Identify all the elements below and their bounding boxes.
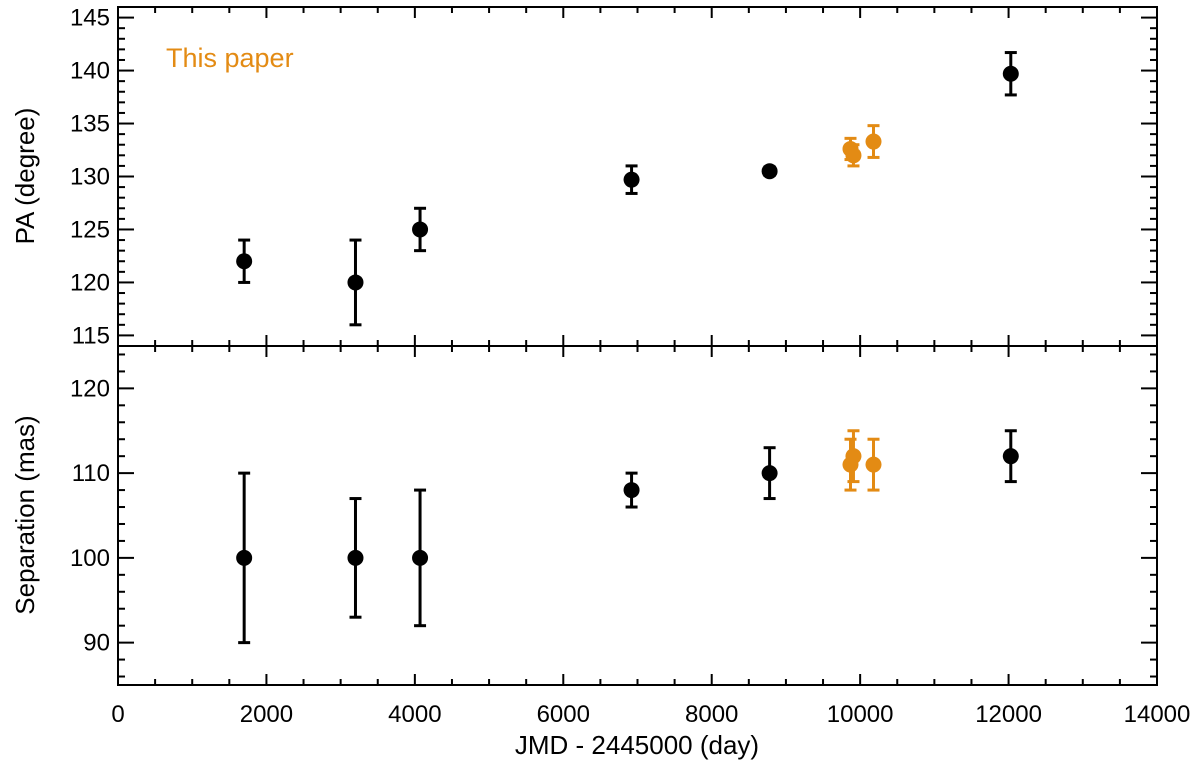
y-tick-label: 130 [70, 164, 110, 191]
x-tick-label: 12000 [975, 701, 1042, 728]
x-tick-label: 14000 [1124, 701, 1191, 728]
data-point [1002, 429, 1019, 484]
y-tick-label: 120 [70, 269, 110, 296]
separation-y-axis-label: Separation (mas) [10, 415, 40, 614]
x-tick-label: 0 [111, 701, 124, 728]
y-tick-label: 115 [72, 322, 110, 349]
data-point [347, 238, 364, 327]
data-point [761, 163, 778, 180]
data-point [623, 471, 640, 509]
data-point [761, 446, 778, 501]
marker [236, 253, 253, 270]
marker [412, 221, 429, 238]
data-point [412, 206, 429, 253]
marker [1002, 65, 1019, 82]
marker [623, 482, 640, 499]
marker [412, 549, 429, 566]
data-point [236, 471, 253, 645]
data-point [236, 238, 253, 284]
data-point [845, 429, 862, 484]
x-axis-label: JMD - 2445000 (day) [515, 730, 759, 760]
y-tick-label: 135 [70, 111, 110, 138]
plot-frame [117, 345, 1158, 686]
data-point [412, 488, 429, 628]
data-point [347, 497, 364, 619]
x-tick-label: 8000 [685, 701, 738, 728]
marker [761, 163, 778, 180]
marker [623, 171, 640, 188]
marker [865, 133, 882, 150]
y-tick-label: 110 [72, 460, 110, 487]
y-tick-label: 140 [70, 58, 110, 85]
data-point [865, 124, 882, 159]
marker [865, 456, 882, 473]
x-tick-label: 4000 [388, 701, 441, 728]
y-tick-label: 120 [70, 375, 110, 402]
pa-y-axis-label: PA (degree) [10, 108, 40, 245]
marker [845, 147, 862, 164]
data-point [865, 437, 882, 492]
marker [347, 274, 364, 291]
x-tick-label: 2000 [240, 701, 293, 728]
y-tick-label: 145 [70, 5, 110, 32]
marker [1002, 448, 1019, 465]
marker [761, 465, 778, 482]
marker [845, 448, 862, 465]
marker [236, 549, 253, 566]
x-tick-label: 6000 [537, 701, 590, 728]
separation-panel: 90 100 110 120 0 2000 4000 6000 8000 10000 12000 14… [70, 345, 1191, 728]
this-paper-annotation: This paper [166, 43, 294, 73]
data-point [845, 143, 862, 168]
y-tick-label: 125 [70, 216, 110, 243]
marker [347, 549, 364, 566]
pa-panel: 115 120 125 130 135 140 145 [70, 5, 1158, 349]
data-point [1002, 51, 1019, 97]
y-tick-label: 90 [83, 630, 110, 657]
x-tick-label: 10000 [827, 701, 894, 728]
y-tick-label: 100 [70, 545, 110, 572]
data-point [623, 164, 640, 195]
